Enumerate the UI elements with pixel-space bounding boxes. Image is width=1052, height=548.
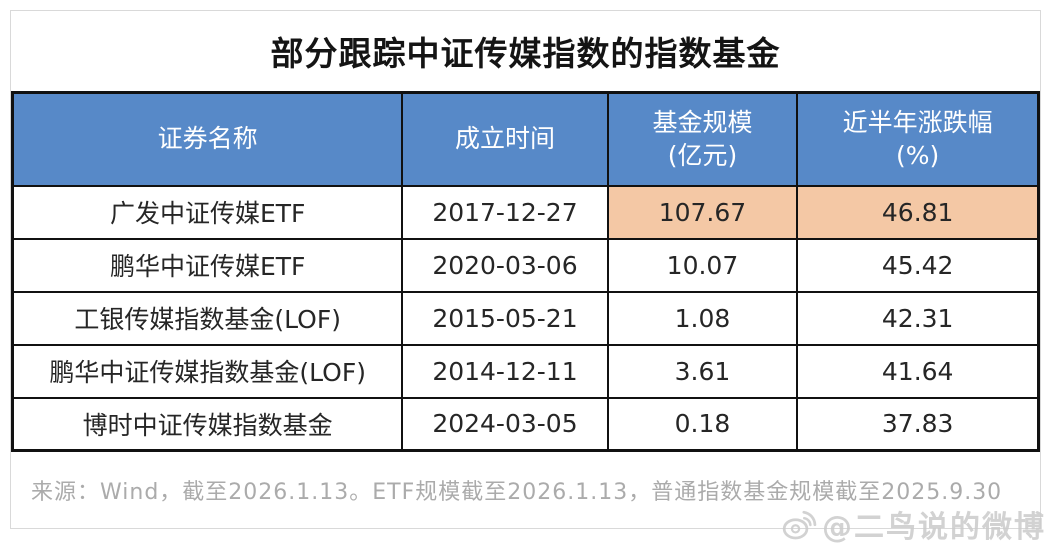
table-header: 证券名称 成立时间 基金规模 (亿元) 近半年涨跌幅 (%) bbox=[11, 91, 1040, 187]
column-header-half-year-change: 近半年涨跌幅 (%) bbox=[796, 91, 1040, 187]
cell-security-name: 鹏华中证传媒指数基金(LOF) bbox=[11, 343, 404, 399]
cell-inception-date: 2014-12-11 bbox=[401, 343, 609, 399]
table-row: 工银传媒指数基金(LOF) 2015-05-21 1.08 42.31 bbox=[11, 290, 1040, 346]
cell-inception-date: 2017-12-27 bbox=[401, 184, 609, 240]
fund-table: 证券名称 成立时间 基金规模 (亿元) 近半年涨跌幅 (%) 广发中证传媒ETF bbox=[11, 91, 1040, 452]
cell-half-year-change: 42.31 bbox=[796, 290, 1040, 346]
header-row: 证券名称 成立时间 基金规模 (亿元) 近半年涨跌幅 (%) bbox=[11, 91, 1040, 187]
table-row: 博时中证传媒指数基金 2024-03-05 0.18 37.83 bbox=[11, 396, 1040, 452]
cell-security-name: 博时中证传媒指数基金 bbox=[11, 396, 404, 452]
cell-half-year-change: 45.42 bbox=[796, 237, 1040, 293]
cell-inception-date: 2020-03-06 bbox=[401, 237, 609, 293]
cell-fund-size: 3.61 bbox=[606, 343, 799, 399]
table-row: 鹏华中证传媒指数基金(LOF) 2014-12-11 3.61 41.64 bbox=[11, 343, 1040, 399]
page-title: 部分跟踪中证传媒指数的指数基金 bbox=[270, 34, 781, 73]
header-label: 近半年涨跌幅 bbox=[842, 107, 993, 137]
header-label: 基金规模 bbox=[652, 107, 753, 137]
cell-security-name: 工银传媒指数基金(LOF) bbox=[11, 290, 404, 346]
table-row: 广发中证传媒ETF 2017-12-27 107.67 46.81 bbox=[11, 184, 1040, 240]
cell-fund-size: 1.08 bbox=[606, 290, 799, 346]
table-body: 广发中证传媒ETF 2017-12-27 107.67 46.81 鹏华中证传媒… bbox=[11, 184, 1040, 452]
header-label: 成立时间 bbox=[454, 124, 555, 154]
cell-security-name: 鹏华中证传媒ETF bbox=[11, 237, 404, 293]
header-sub-label: (%) bbox=[896, 141, 940, 171]
cell-inception-date: 2015-05-21 bbox=[401, 290, 609, 346]
cell-inception-date: 2024-03-05 bbox=[401, 396, 609, 452]
cell-fund-size: 107.67 bbox=[606, 184, 799, 240]
table-row: 鹏华中证传媒ETF 2020-03-06 10.07 45.42 bbox=[11, 237, 1040, 293]
column-header-fund-size: 基金规模 (亿元) bbox=[606, 91, 799, 187]
cell-half-year-change: 41.64 bbox=[796, 343, 1040, 399]
header-sub-label: (亿元) bbox=[667, 141, 738, 171]
content-frame: 部分跟踪中证传媒指数的指数基金 证券名称 成立时间 基金规模 (亿元) 近半年涨… bbox=[10, 10, 1041, 529]
source-note: 来源：Wind，截至2026.1.13。ETF规模截至2026.1.13，普通指… bbox=[31, 480, 1003, 505]
cell-fund-size: 10.07 bbox=[606, 237, 799, 293]
cell-security-name: 广发中证传媒ETF bbox=[11, 184, 404, 240]
cell-fund-size: 0.18 bbox=[606, 396, 799, 452]
header-label: 证券名称 bbox=[157, 124, 258, 154]
column-header-inception-date: 成立时间 bbox=[401, 91, 609, 187]
column-header-security-name: 证券名称 bbox=[11, 91, 404, 187]
cell-half-year-change: 37.83 bbox=[796, 396, 1040, 452]
cell-half-year-change: 46.81 bbox=[796, 184, 1040, 240]
